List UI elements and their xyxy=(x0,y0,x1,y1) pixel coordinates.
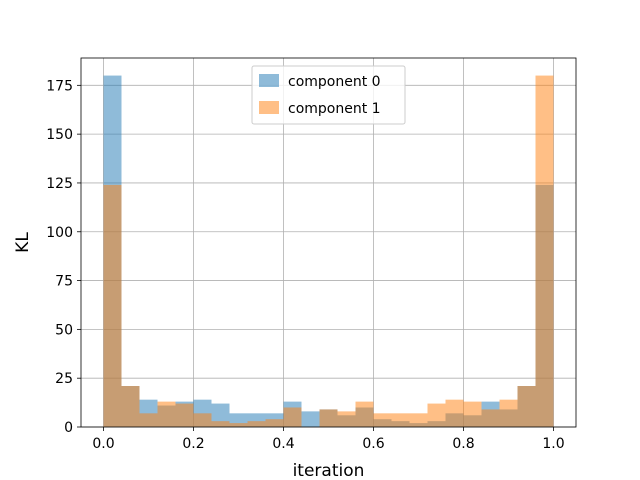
y-tick-label: 150 xyxy=(46,127,73,143)
histogram-bar-series-1 xyxy=(247,421,266,427)
x-tick-label: 1.0 xyxy=(542,436,564,452)
histogram-bar-series-1 xyxy=(121,386,140,427)
plot-area-frame xyxy=(80,57,577,428)
histogram-bar-series-1 xyxy=(499,399,518,427)
histogram-bar-series-1 xyxy=(463,401,482,427)
histogram-bar-series-1 xyxy=(319,409,338,427)
histogram-bar-series-1 xyxy=(355,401,374,427)
histogram-bar-series-1 xyxy=(409,413,428,427)
legend-label-component-0: component 0 xyxy=(288,74,381,90)
histogram-bar-series-1 xyxy=(391,413,410,427)
y-tick-label: 0 xyxy=(64,420,73,436)
y-tick-label: 25 xyxy=(55,371,73,387)
histogram-bar-series-1 xyxy=(211,421,230,427)
x-tick-label: 0.2 xyxy=(182,436,204,452)
histogram-bar-series-1 xyxy=(229,423,248,427)
histogram-bar-series-1 xyxy=(283,407,302,427)
y-tick-label: 100 xyxy=(46,225,73,241)
x-tick-label: 0.8 xyxy=(452,436,474,452)
x-axis-label: iteration xyxy=(293,461,365,480)
y-axis-label: KL xyxy=(13,232,33,253)
histogram-bar-series-0 xyxy=(301,411,320,427)
y-tick-label: 125 xyxy=(46,176,73,192)
histogram-bar-series-1 xyxy=(139,413,158,427)
x-tick-label: 0.4 xyxy=(272,436,294,452)
legend-box xyxy=(251,65,406,125)
histogram-bar-series-1 xyxy=(481,409,500,427)
histogram-bar-series-1 xyxy=(535,75,554,428)
histogram-bars xyxy=(103,75,554,428)
histogram-bar-series-1 xyxy=(427,403,446,427)
legend: component 0 component 1 xyxy=(251,65,406,125)
legend-label-component-1: component 1 xyxy=(288,101,381,117)
histogram-bar-series-1 xyxy=(445,399,464,427)
legend-swatch-component-1 xyxy=(259,101,279,114)
histogram-bar-series-1 xyxy=(265,419,284,427)
y-tick-label: 75 xyxy=(55,274,73,290)
histogram-bar-series-1 xyxy=(157,401,176,427)
y-tick-label: 50 xyxy=(55,322,73,338)
y-tick-label: 175 xyxy=(46,78,73,94)
histogram-bar-series-1 xyxy=(175,403,194,427)
x-tick-label: 0.6 xyxy=(362,436,384,452)
legend-swatch-component-0 xyxy=(259,74,279,87)
histogram-bar-series-1 xyxy=(193,413,212,427)
axis-ticks: 0.0 0.2 0.4 0.6 0.8 1.0 0 25 50 75 100 125 150 175 xyxy=(46,78,564,452)
histogram-bar-series-1 xyxy=(103,184,122,427)
x-tick-label: 0.0 xyxy=(92,436,114,452)
histogram-bar-series-1 xyxy=(517,386,536,427)
histogram-bar-series-1 xyxy=(373,413,392,427)
histogram-bar-series-1 xyxy=(337,411,356,427)
